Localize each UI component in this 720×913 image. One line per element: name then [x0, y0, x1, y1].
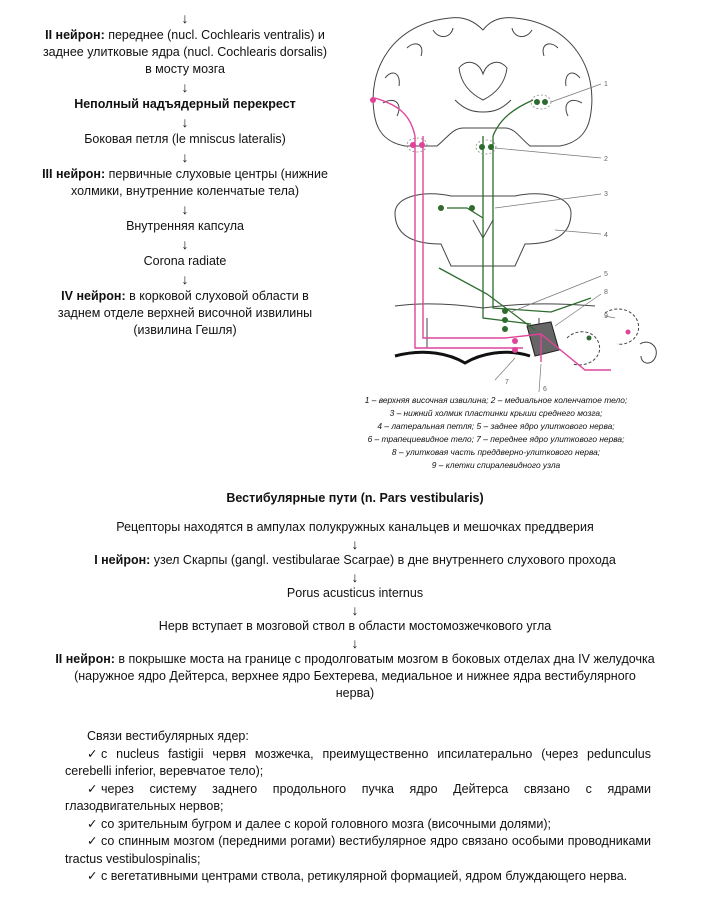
- connections-lead: Связи вестибулярных ядер:: [87, 729, 249, 743]
- decussation-step: Неполный надъядерный перекрест: [40, 96, 330, 113]
- vestibular-neuron-2-text: в покрышке моста на границе с продолгова…: [74, 652, 655, 700]
- corona-step: Corona radiate: [143, 254, 227, 268]
- list-item-text: с nucleus fastigii червя мозжечка, преим…: [65, 746, 651, 779]
- fig-number-3: 3: [604, 191, 608, 198]
- caption-line: 1 – верхняя височная извилина; 2 – медиа…: [364, 395, 628, 405]
- pink-tract-cortex: [374, 97, 416, 137]
- vestibular-neuron-2-step: II нейрон: в покрышке моста на границе с…: [55, 651, 655, 702]
- capsule-step: Внутренняя капсула: [126, 219, 244, 233]
- pathway-diagram: 1 2 3 4 5 8 9 7 6: [370, 17, 657, 393]
- neuron-2-text: переднее (nucl. Cochlearis ventralis) и …: [42, 28, 328, 76]
- vestibular-neuron-1-step: I нейрон: узел Скарпы (gangl. vestibular…: [55, 552, 655, 569]
- neuron-4-label: IV нейрон:: [61, 289, 126, 303]
- caption-line: 9 – клетки спиралевидного узла: [431, 460, 561, 470]
- flow-arrow: ↓: [181, 271, 189, 287]
- flow-arrow: ↓: [181, 149, 189, 165]
- neuron-3-step: III нейрон: первичные слуховые центры (н…: [40, 166, 330, 200]
- list-item-text: со спинным мозгом (передними рогами) вес…: [65, 834, 651, 866]
- receptors-step: Рецепторы находятся в ампулах полукружны…: [116, 520, 594, 534]
- list-item-text: со зрительным бугром и далее с корой гол…: [101, 816, 551, 831]
- brain-gyri-right: [511, 27, 583, 117]
- decussation-label: Неполный надъядерный перекрест: [74, 97, 296, 111]
- vestibular-section: Вестибулярные пути (n. Pars vestibularis…: [55, 490, 655, 702]
- vestibular-neuron-2-label: II нейрон:: [55, 652, 115, 666]
- checkmark-icon: ✓: [87, 781, 98, 796]
- ear-structure: [604, 308, 639, 345]
- cochlear-nerve: [526, 321, 560, 357]
- checkmark-icon: ✓: [87, 746, 98, 761]
- neuron-2-label: II нейрон:: [45, 28, 105, 42]
- figure-numbers: 1 2 3 4 5 8 9 7 6: [505, 81, 608, 393]
- checkmark-icon: ✓: [87, 816, 98, 831]
- leader-lines: [494, 83, 616, 393]
- green-tract-cross: [438, 267, 536, 331]
- fig-number-4: 4: [604, 232, 608, 239]
- ear-structure-2: [566, 331, 601, 366]
- list-item: ✓ через систему заднего продольного пучка…: [65, 781, 651, 816]
- fig-number-2: 2: [604, 156, 608, 163]
- flow-arrow: ↓: [181, 236, 189, 252]
- auditory-pathway-flow: ↓ II нейрон: переднее (nucl. Cochlearis …: [40, 10, 330, 340]
- caption-line: 3 – нижний холмик пластинки крыши средне…: [389, 408, 603, 418]
- fig-number-8: 8: [604, 289, 608, 296]
- fig-number-5: 5: [604, 271, 608, 278]
- lemniscus-step: Боковая петля (le mniscus lateralis): [84, 132, 286, 146]
- vestibular-heading: Вестибулярные пути (n. Pars vestibularis…: [226, 491, 484, 505]
- brain-gyri-left: [382, 27, 454, 117]
- green-tract-cortex: [492, 99, 534, 137]
- pink-nuclei: [370, 97, 631, 353]
- flow-arrow: ↓: [351, 569, 359, 585]
- vestibular-neuron-1-label: I нейрон:: [94, 553, 151, 567]
- list-item: ✓ с nucleus fastigii червя мозжечка, преи…: [65, 746, 651, 781]
- vestibular-connections: Связи вестибулярных ядер: ✓ с nucleus fas…: [65, 728, 651, 886]
- green-tract-inner: [492, 136, 592, 313]
- flow-arrow: ↓: [181, 114, 189, 130]
- pink-tract-inner: [422, 136, 611, 371]
- neuron-4-step: IV нейрон: в корковой слуховой области в…: [40, 288, 330, 339]
- figure-caption: 1 – верхняя височная извилина; 2 – медиа…: [318, 394, 674, 472]
- cochlea-loop: [639, 341, 657, 364]
- brainstem-base: [394, 350, 531, 365]
- list-item: ✓ со зрительным бугром и далее с корой го…: [65, 816, 651, 834]
- flow-arrow: ↓: [351, 635, 359, 651]
- green-tract-branch: [447, 207, 484, 219]
- fig-number-7: 7: [505, 379, 509, 386]
- list-item: ✓ со спинным мозгом (передними рогами) ве…: [65, 833, 651, 868]
- checkmark-icon: ✓: [87, 869, 98, 883]
- flow-arrow: ↓: [351, 602, 359, 618]
- green-nuclei: [438, 99, 592, 341]
- list-item-text: с вегетативными центрами ствола, ретикул…: [101, 869, 628, 883]
- fig-number-1: 1: [604, 81, 608, 88]
- fig-number-9: 9: [604, 313, 608, 320]
- list-item: ✓ с вегетативными центрами ствола, ретику…: [65, 868, 651, 886]
- neuron-2-step: II нейрон: переднее (nucl. Cochlearis ve…: [40, 27, 330, 78]
- flow-arrow: ↓: [351, 536, 359, 552]
- auditory-pathway-figure: 1 2 3 4 5 8 9 7 6: [355, 8, 680, 393]
- caption-line: 4 – латеральная петля; 5 – заднее ядро у…: [377, 421, 615, 431]
- caption-line: 8 – улитковая часть преддверно-улитковог…: [391, 447, 601, 457]
- flow-arrow: ↓: [181, 201, 189, 217]
- green-tract-main: [482, 136, 532, 325]
- pink-tract-main: [414, 136, 523, 349]
- neuron-4-text: в корковой слуховой области в заднем отд…: [57, 289, 313, 337]
- fig-number-6: 6: [543, 386, 547, 393]
- nerve-entry-step: Нерв вступает в мозговой ствол в области…: [158, 619, 552, 633]
- brain-outline: [372, 17, 593, 147]
- ventricles: [458, 61, 508, 101]
- checkmark-icon: ✓: [87, 834, 98, 848]
- list-item-text: через систему заднего продольного пучка …: [65, 781, 651, 814]
- neuron-3-label: III нейрон:: [42, 167, 106, 181]
- vestibular-neuron-1-text: узел Скарпы (gangl. vestibularae Scarpae…: [150, 553, 616, 567]
- flow-arrow: ↓: [181, 10, 189, 26]
- flow-arrow: ↓: [181, 79, 189, 95]
- neuron-3-text: первичные слуховые центры (нижние холмик…: [71, 167, 328, 198]
- caption-line: 6 – трапециевидное тело; 7 – переднее яд…: [367, 434, 625, 444]
- porus-step: Porus acusticus internus: [286, 586, 424, 600]
- midbrain-section: [394, 193, 572, 267]
- thalamus: [454, 99, 512, 113]
